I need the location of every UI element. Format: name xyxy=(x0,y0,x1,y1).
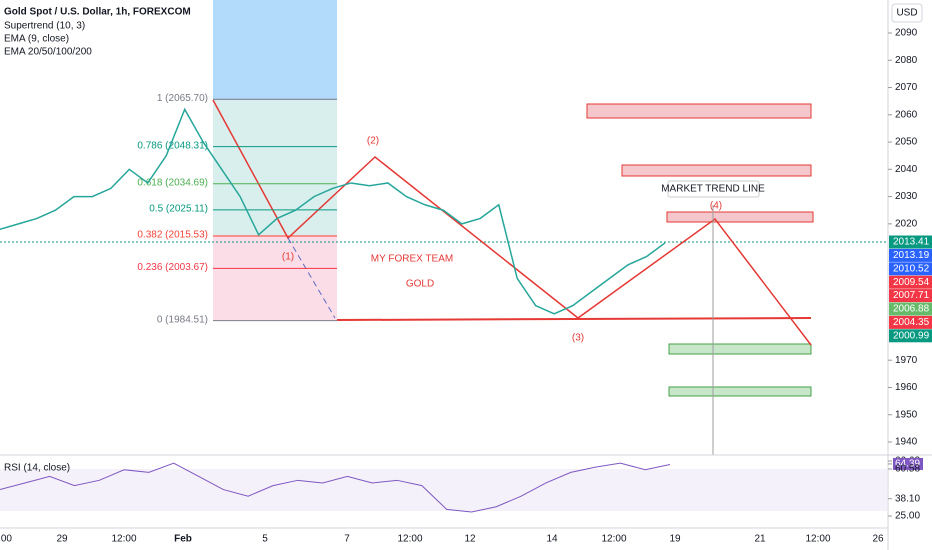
price-tag xyxy=(889,235,932,249)
trend-box xyxy=(667,180,760,198)
indicator: EMA 20/50/100/200 xyxy=(4,47,92,58)
x-tick-label: 14 xyxy=(546,534,558,545)
rsi-title: RSI (14, close) xyxy=(4,463,70,474)
symbol: Gold Spot / U.S. Dollar, 1h, FOREXCOM xyxy=(4,7,191,18)
price-tag-label: 2004.35 xyxy=(893,317,930,328)
wave-label: (4) xyxy=(710,201,722,212)
support xyxy=(336,317,812,321)
x-tick-label: 7 xyxy=(344,534,350,545)
price-tag xyxy=(889,248,932,262)
unit-box xyxy=(891,3,923,23)
price-tag-label: 2010.52 xyxy=(893,263,930,274)
x-tick-label: Feb xyxy=(174,534,192,545)
price-tag-label: 2009.54 xyxy=(893,277,930,288)
wave-label: (3) xyxy=(572,333,584,344)
x-tick-label: 12 xyxy=(464,534,476,545)
y-tick-label: 2070 xyxy=(895,82,918,93)
price-tag-label: 2013.19 xyxy=(893,250,930,261)
zone xyxy=(668,343,812,355)
wave-label: (2) xyxy=(367,136,379,147)
fib-label: 0.382 (2015.53) xyxy=(137,230,208,241)
y-tick-label: 2080 xyxy=(895,55,918,66)
price-tag xyxy=(889,262,932,276)
x-tick-label: 12:00 xyxy=(111,534,136,545)
zone xyxy=(586,103,812,119)
x-tick-label: 29 xyxy=(56,534,68,545)
brand-sub: GOLD xyxy=(406,279,434,290)
y-tick-label: 1950 xyxy=(895,409,918,420)
price-tag xyxy=(889,289,932,303)
rsi-tag-label: 64.39 xyxy=(895,459,920,470)
price-tag xyxy=(889,275,932,289)
rsi-line xyxy=(0,462,671,513)
price-tag xyxy=(889,315,932,329)
indicator: EMA (9, close) xyxy=(4,34,69,45)
y-tick-label: 2050 xyxy=(895,137,918,148)
y-tick-label: 1940 xyxy=(895,437,918,448)
zone xyxy=(621,164,812,177)
zone xyxy=(666,211,814,223)
x-tick-label: 12:00 xyxy=(805,534,830,545)
price-tag xyxy=(889,302,932,316)
price-tag-label: 2007.71 xyxy=(893,290,930,301)
price-tag xyxy=(889,329,932,343)
x-tick-label: 12:00 xyxy=(601,534,626,545)
y-tick-label: 1960 xyxy=(895,382,918,393)
x-tick-label: :00 xyxy=(0,534,12,545)
wave-line xyxy=(212,99,812,346)
x-tick-label: 12:00 xyxy=(397,534,422,545)
y-tick-label: 2040 xyxy=(895,164,918,175)
rsi-tag-label: 38.10 xyxy=(895,493,920,504)
x-tick-label: 19 xyxy=(669,534,681,545)
y-tick-label: 2020 xyxy=(895,219,918,230)
fib-label: 1 (2065.70) xyxy=(157,93,208,104)
unit: USD xyxy=(896,8,917,19)
rsi-tag xyxy=(893,457,923,470)
rsi-band xyxy=(0,469,888,511)
x-tick-label: 5 xyxy=(262,534,268,545)
price-line xyxy=(0,107,666,315)
fib-label: 0 (1984.51) xyxy=(157,314,208,325)
brand: MY FOREX TEAM xyxy=(371,254,453,265)
projection xyxy=(287,237,336,319)
price-tag-label: 2013.41 xyxy=(893,237,930,248)
rsi-tag-label: 60.58 xyxy=(895,464,920,475)
x-tick-label: 26 xyxy=(872,534,884,545)
zone xyxy=(668,386,812,397)
fib-label: 0.236 (2003.67) xyxy=(137,262,208,273)
indicator: Supertrend (10, 3) xyxy=(4,21,85,32)
y-tick-label: 2060 xyxy=(895,109,918,120)
fib-label: 0.618 (2034.69) xyxy=(137,177,208,188)
price-tag-label: 2000.99 xyxy=(893,330,930,341)
price-tag-label: 2006.88 xyxy=(893,304,930,315)
fib-label: 0.786 (2048.31) xyxy=(137,140,208,151)
y-tick-label: 1970 xyxy=(895,355,918,366)
highlight xyxy=(213,0,337,100)
y-tick-label: 2090 xyxy=(895,28,918,39)
y-tick-label: 2030 xyxy=(895,191,918,202)
wave-label: (1) xyxy=(282,252,294,263)
fib-label: 0.5 (2025.11) xyxy=(149,204,208,215)
x-tick-label: 21 xyxy=(754,534,766,545)
rsi-tag-label: 25.00 xyxy=(895,511,920,522)
fib-zone xyxy=(213,235,337,320)
trend-label: MARKET TREND LINE xyxy=(661,184,765,195)
